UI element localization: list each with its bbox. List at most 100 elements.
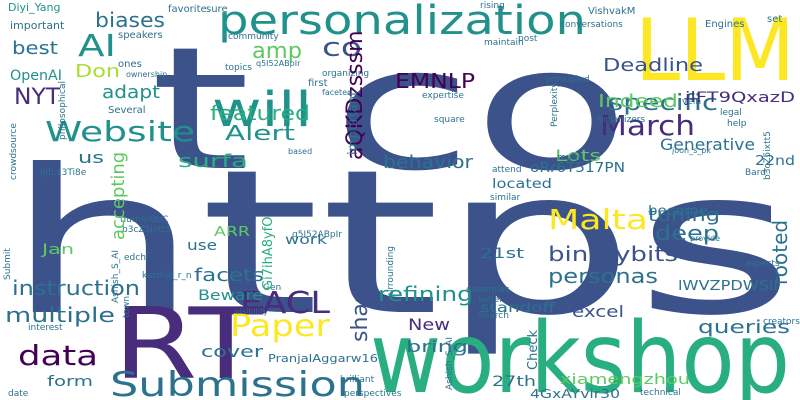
word-4gx: 4GxAYvir30: [530, 387, 620, 400]
word-binarybits: binarybits: [548, 242, 678, 266]
word-ownership: ones: [118, 59, 142, 70]
word-march: March: [600, 109, 695, 142]
word-deadline: Deadline: [603, 55, 703, 76]
word-s: vein: [682, 97, 701, 107]
word-vein: brilliant: [340, 375, 375, 385]
word-diyi: important: [10, 19, 65, 32]
word-co-top: co: [322, 33, 362, 63]
word-set: Engines: [705, 19, 744, 30]
word-examples: provide: [690, 234, 720, 243]
word-conversations: rising: [480, 1, 505, 11]
word-amp: amp: [252, 39, 302, 64]
word-ai: AI: [78, 29, 116, 64]
word-perplexity: expertise: [422, 91, 464, 101]
word-post: set: [767, 14, 782, 25]
word-work: work: [285, 233, 328, 248]
word-organizers: legal: [720, 108, 742, 118]
word-aspects: Gen: [263, 283, 281, 293]
word-philosophical: crowdsource: [9, 123, 19, 180]
word-best: best: [12, 38, 58, 59]
word-better: creators: [763, 317, 800, 327]
word-us: us: [78, 148, 104, 167]
word-rooted: rooted: [768, 220, 792, 285]
word-sure: favorite: [168, 4, 207, 15]
word-check: Check: [526, 330, 541, 370]
word-speakers: Diyi_Yang: [8, 1, 61, 14]
word-behavior: behavior: [383, 152, 474, 173]
word-eacl: EACL: [240, 286, 330, 321]
word-facets: facets: [194, 265, 264, 286]
word-joon: help: [727, 119, 747, 129]
word-deep: deep: [655, 221, 719, 245]
word-become: become: [648, 204, 708, 219]
word-queries: queries: [698, 317, 790, 338]
word-submission: Submission: [110, 365, 365, 400]
word-based: square: [434, 115, 465, 125]
word-emnlp: EMNLP: [395, 69, 475, 93]
word-openai: OpenAI: [10, 68, 62, 84]
word-visibility: examples: [466, 285, 510, 295]
word-perspectives: Submit: [3, 248, 13, 280]
word-expertise: principled: [545, 75, 590, 85]
word-27th: 27th: [492, 374, 536, 390]
word-xiamengzhou: xiamengzhou: [560, 372, 690, 388]
word-featured: featured: [210, 101, 310, 125]
word-help: organizers: [598, 115, 645, 125]
word-faceted: first: [308, 78, 328, 89]
word-alert: Alert: [225, 121, 295, 145]
word-malta: Malta: [548, 203, 648, 236]
word-jan: Jan: [41, 242, 74, 258]
word-lots: Lots: [555, 146, 601, 165]
word-maintain: post: [518, 34, 538, 44]
word-form: form: [47, 374, 93, 390]
word-legal: Perplexity: [550, 82, 560, 127]
word-t-co: t co: [150, 11, 630, 209]
word-favorite: community: [228, 32, 279, 42]
word-bring: bring: [406, 337, 468, 356]
word-gi7: Gi7ihA8yfO: [261, 217, 276, 290]
word-first: organizing: [322, 69, 369, 79]
word-date: interest: [28, 323, 63, 333]
word-paper: Paper: [230, 309, 331, 344]
word-several: similar: [490, 193, 520, 203]
word-lwvz: lWVZPDWSii: [678, 279, 778, 294]
word-tuning: tuning: [648, 205, 720, 226]
word-edchi: tIurnluQbC: [120, 215, 168, 225]
word-workshop: workshop: [370, 302, 790, 400]
word-ijdl: philosophical: [58, 81, 68, 140]
word-engines: VishvakM: [588, 6, 635, 17]
word-karthik: b3cZ5ixtt5: [122, 225, 171, 235]
word-instruction: instruction: [12, 276, 140, 300]
word-pranjal: PranjalAggarw16: [268, 352, 378, 365]
word-multi: attend: [492, 165, 522, 175]
word-crowdsource: Several: [108, 105, 146, 116]
word-important: important: [346, 91, 361, 155]
word-nyt: NYT: [14, 85, 61, 110]
word-website: Website: [45, 115, 195, 148]
word-ashish: Ashish_S_AI: [111, 250, 121, 303]
word-specific: specific: [608, 91, 718, 116]
word-located: located: [492, 177, 552, 192]
word-llm: LLM: [635, 1, 795, 101]
word-search: aspects: [745, 259, 780, 269]
word-standoff: standoff: [480, 301, 556, 316]
word-data: data: [18, 339, 98, 372]
word-ones: maintain: [484, 38, 524, 48]
word-indeed: Indeed: [598, 91, 678, 112]
word-organizing: topics: [225, 63, 252, 73]
word-multiple: multiple: [5, 303, 115, 327]
word-surfa: surfa: [178, 151, 248, 172]
word-aqkdzsssm: aQKDzsssm: [343, 30, 368, 160]
word-excel: excel: [572, 302, 624, 321]
word-brilliant: town: [122, 296, 132, 318]
word-don: Don: [75, 61, 120, 82]
word-similar: Bard: [745, 168, 766, 178]
word-immerse: Ashish_S_AI: [445, 337, 455, 390]
word-topics: ownership: [126, 70, 167, 79]
word-square: joon_s_pk: [671, 146, 711, 155]
word-vishvakm: conversations: [560, 20, 623, 30]
word-cover: cover: [201, 342, 264, 361]
word-22nd: 22nd: [755, 154, 795, 169]
